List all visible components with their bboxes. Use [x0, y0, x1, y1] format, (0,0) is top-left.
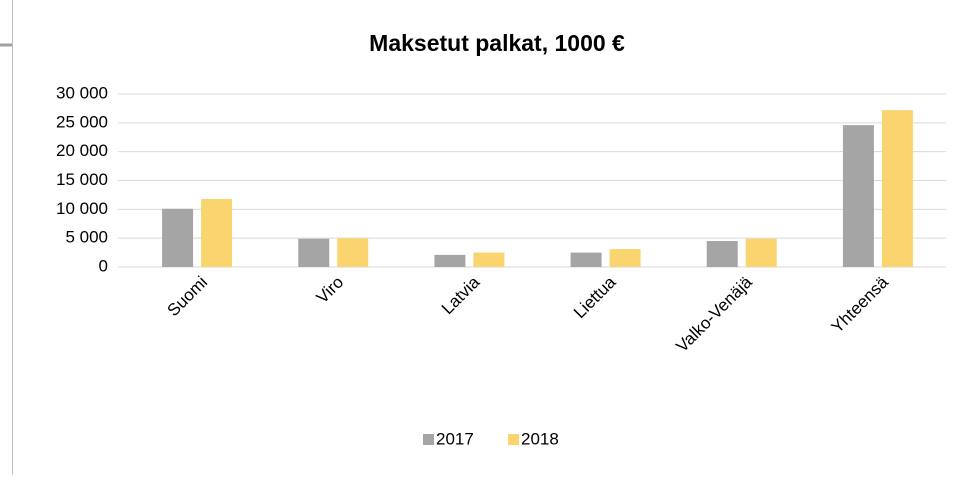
bar	[337, 238, 369, 267]
x-tick-label: Latvia	[438, 272, 484, 318]
y-tick-label: 5 000	[65, 228, 108, 247]
y-tick-label: 20 000	[56, 141, 108, 160]
bar	[473, 252, 505, 267]
bar	[745, 238, 777, 267]
x-tick-label: Valko-Venäjä	[672, 272, 756, 356]
y-tick-label: 30 000	[56, 83, 108, 102]
x-tick-label: Yhteensä	[828, 272, 893, 337]
bar	[298, 238, 330, 267]
legend-label: 2017	[436, 429, 474, 448]
bar	[201, 198, 233, 267]
bar	[434, 254, 466, 267]
bar	[609, 249, 641, 267]
chart-title: Maksetut palkat, 1000 €	[369, 30, 625, 56]
legend-label: 2018	[521, 429, 559, 448]
y-tick-label: 15 000	[56, 170, 108, 189]
y-tick-label: 0	[99, 256, 108, 275]
x-tick-label: Suomi	[164, 273, 212, 321]
y-tick-label: 10 000	[56, 199, 108, 218]
legend-swatch	[423, 434, 434, 445]
bar	[842, 125, 874, 267]
y-tick-label: 25 000	[56, 112, 108, 131]
x-tick-label: Viro	[313, 273, 348, 308]
bar	[570, 252, 602, 267]
x-tick-label: Liettua	[570, 272, 620, 322]
bar	[162, 208, 194, 267]
bar	[881, 110, 913, 267]
bar	[706, 241, 738, 267]
legend-swatch	[508, 434, 519, 445]
